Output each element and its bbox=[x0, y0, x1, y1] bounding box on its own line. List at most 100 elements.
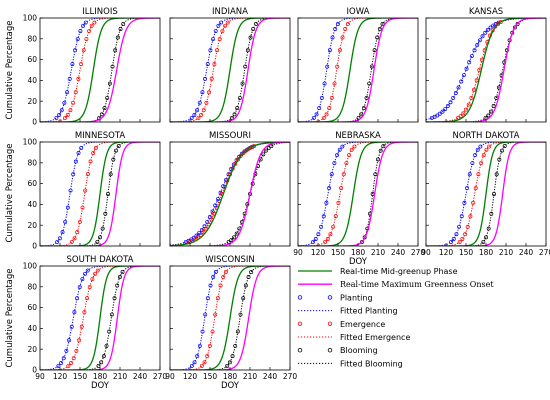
blooming-point bbox=[106, 192, 110, 196]
blooming-point bbox=[361, 106, 366, 111]
panel-title: SOUTH DAKOTA bbox=[67, 255, 134, 265]
axes-frame bbox=[169, 141, 291, 247]
planting-point bbox=[71, 172, 76, 177]
blooming-point bbox=[245, 48, 250, 53]
emergence-point bbox=[199, 113, 204, 117]
emergence-point bbox=[209, 76, 214, 81]
planting-point bbox=[83, 20, 88, 25]
blooming-point bbox=[96, 363, 101, 368]
blooming-point bbox=[492, 192, 496, 196]
emergence-point bbox=[69, 361, 74, 365]
planting-point bbox=[80, 277, 85, 281]
blooming-point bbox=[369, 64, 374, 69]
emergence-point bbox=[77, 219, 82, 224]
blooming-point bbox=[121, 22, 126, 26]
planting-point bbox=[461, 73, 466, 78]
emergence-point bbox=[93, 146, 98, 150]
legend-label: Fitted Blooming bbox=[340, 359, 403, 368]
fitted-emergence-line bbox=[426, 18, 546, 122]
blooming-point bbox=[497, 157, 502, 162]
legend-label: Real-time Mid-greenup Phase bbox=[340, 267, 458, 276]
planting-point bbox=[203, 312, 208, 317]
fitted-emergence-line bbox=[40, 142, 160, 246]
fitted-planting-line bbox=[170, 142, 290, 246]
planting-point bbox=[73, 159, 78, 164]
planting-point bbox=[437, 111, 442, 116]
panel-title: NORTH DAKOTA bbox=[453, 131, 520, 141]
x-axis-label: DOY bbox=[349, 257, 368, 267]
legend-swatch bbox=[297, 321, 303, 326]
blooming-point bbox=[100, 226, 105, 231]
emergence-point bbox=[85, 172, 90, 177]
mid-greenup-line bbox=[426, 142, 546, 246]
plot-area bbox=[298, 18, 418, 122]
fitted-blooming-line bbox=[298, 142, 418, 246]
legend-item-bloom_obs: Blooming bbox=[297, 346, 378, 355]
legend-label: Fitted Emergence bbox=[340, 333, 410, 342]
planting-point bbox=[337, 147, 342, 152]
legend-item-plant_fit: Fitted Planting bbox=[298, 307, 398, 316]
blooming-point bbox=[375, 35, 380, 40]
blooming-point bbox=[120, 270, 125, 274]
planting-point bbox=[64, 348, 69, 353]
planting-point bbox=[73, 48, 78, 53]
emergence-point bbox=[487, 144, 492, 149]
legend-swatch bbox=[327, 321, 333, 326]
plot-area bbox=[40, 18, 160, 122]
planting-point bbox=[55, 239, 60, 244]
panel-kansas: KANSAS bbox=[425, 7, 547, 123]
plot-area bbox=[426, 18, 546, 122]
panel-title: INDIANA bbox=[212, 7, 248, 17]
planting-point bbox=[480, 34, 485, 39]
legend-swatch bbox=[327, 295, 333, 300]
panel-illinois: ILLINOIS 0 20 40 60 80 100 bbox=[23, 7, 161, 127]
emergence-point bbox=[84, 37, 89, 42]
blooming-point bbox=[109, 312, 114, 317]
x-tick-label: 150 bbox=[331, 248, 346, 257]
plot-area bbox=[170, 266, 290, 370]
blooming-point bbox=[115, 283, 120, 288]
blooming-point bbox=[105, 95, 110, 100]
planting-point bbox=[208, 48, 213, 53]
planting-point bbox=[332, 161, 337, 165]
panel-title: MINNESOTA bbox=[75, 131, 126, 141]
mid-greenup-line bbox=[40, 18, 160, 122]
emergence-point bbox=[460, 237, 465, 241]
x-tick-label: 210 bbox=[243, 372, 258, 381]
planting-point bbox=[319, 224, 324, 229]
blooming-point bbox=[249, 270, 254, 274]
planting-point bbox=[469, 54, 474, 59]
plot-area bbox=[40, 142, 160, 246]
blooming-point bbox=[359, 112, 364, 117]
blooming-point bbox=[99, 112, 104, 117]
fitted-emergence-line bbox=[170, 266, 290, 370]
x-tick-label: 240 bbox=[391, 248, 406, 257]
plot-area bbox=[426, 142, 546, 246]
planting-point bbox=[213, 270, 218, 274]
blooming-point bbox=[107, 329, 112, 334]
planting-point bbox=[327, 48, 332, 53]
max-greenness-line bbox=[170, 142, 290, 246]
x-tick-label: 270 bbox=[283, 372, 298, 381]
mid-greenup-line bbox=[40, 142, 160, 246]
planting-point bbox=[78, 29, 83, 33]
planting-point bbox=[311, 239, 316, 244]
blooming-point bbox=[377, 27, 382, 31]
planting-point bbox=[76, 151, 81, 155]
emergence-point bbox=[225, 20, 230, 25]
y-tick-label: 20 bbox=[27, 345, 37, 354]
emergence-point bbox=[207, 90, 212, 95]
blooming-point bbox=[243, 64, 248, 69]
max-greenness-line bbox=[298, 18, 418, 122]
blooming-point bbox=[101, 354, 106, 359]
emergence-point bbox=[213, 312, 218, 317]
planting-point bbox=[465, 186, 470, 191]
emergence-point bbox=[91, 151, 96, 155]
planting-point bbox=[485, 27, 490, 32]
blooming-point bbox=[227, 360, 232, 365]
blooming-point bbox=[114, 148, 118, 153]
emergence-point bbox=[204, 226, 208, 231]
planting-point bbox=[208, 283, 213, 288]
axes-frame bbox=[297, 17, 419, 123]
y-tick-label: 40 bbox=[27, 200, 37, 209]
